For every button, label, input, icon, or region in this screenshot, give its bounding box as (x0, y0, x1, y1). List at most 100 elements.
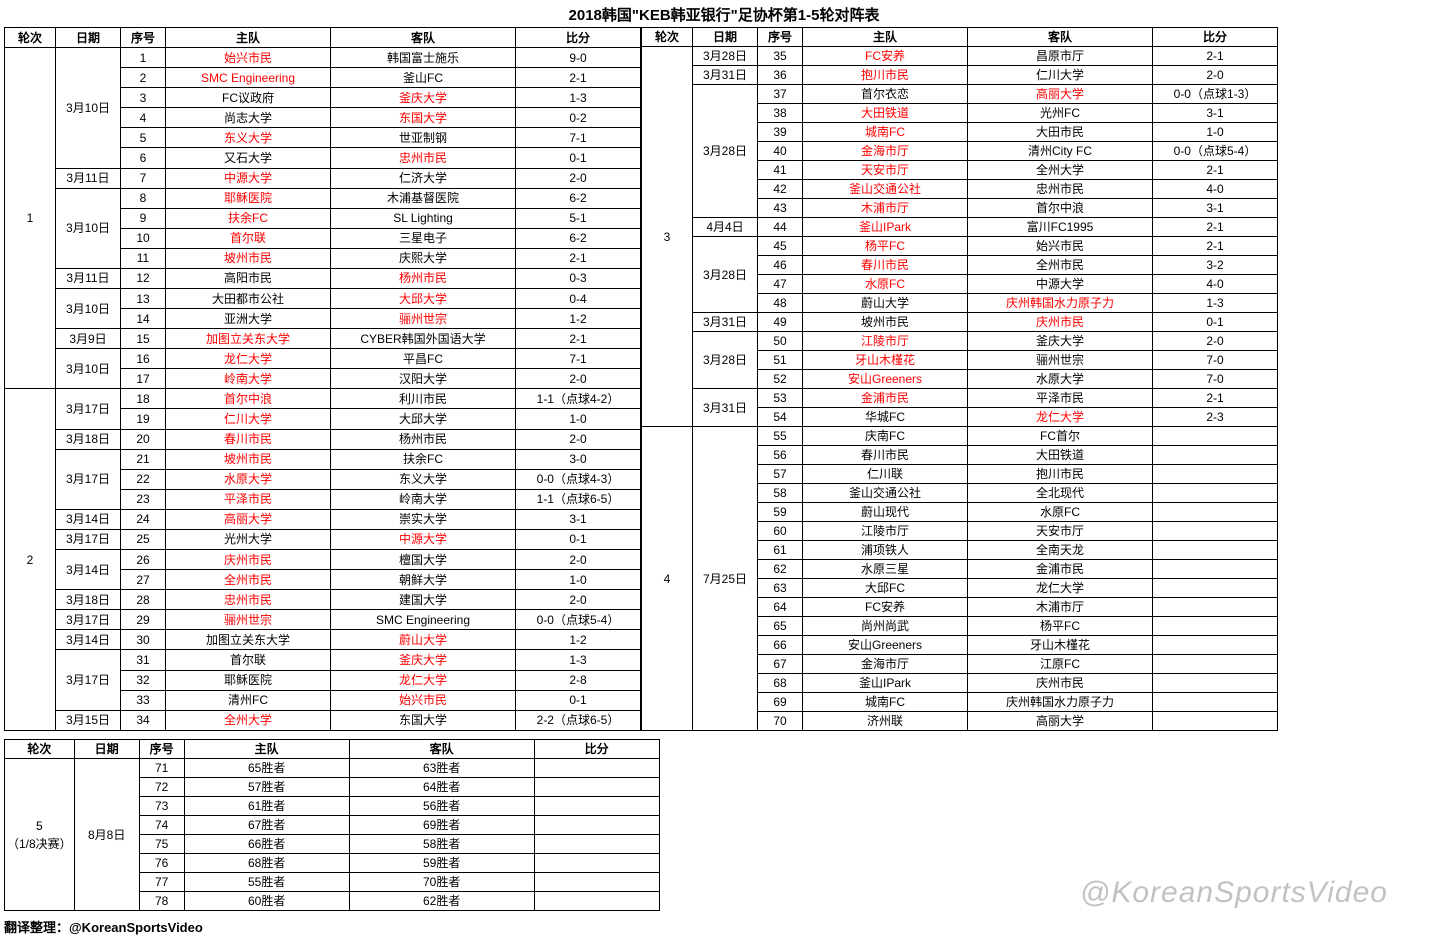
cell-away: 仁川大学 (968, 66, 1153, 85)
cell-date: 3月11日 (56, 168, 121, 188)
th-score: 比分 (516, 28, 641, 48)
cell-home: 67胜者 (184, 816, 349, 835)
cell-away: 龙仁大学 (331, 670, 516, 690)
cell-date: 4月4日 (693, 218, 758, 237)
cell-score (1153, 617, 1278, 636)
cell-score (1153, 541, 1278, 560)
th-away: 客队 (349, 740, 534, 759)
th-round: 轮次 (642, 28, 693, 47)
cell-away: 蔚山大学 (331, 630, 516, 650)
cell-away: 世亚制钢 (331, 128, 516, 148)
cell-away: 牙山木槿花 (968, 636, 1153, 655)
table-row: 3月10日16龙仁大学平昌FC7-1 (5, 349, 641, 369)
cell-score (534, 835, 659, 854)
cell-home: 全州大学 (166, 710, 331, 730)
cell-home: 坡州市民 (166, 449, 331, 469)
cell-home: 全州市民 (166, 570, 331, 590)
cell-num: 65 (758, 617, 803, 636)
table-row: 4月4日44釜山IPark富川FC19952-1 (642, 218, 1278, 237)
cell-score: 2-8 (516, 670, 641, 690)
cell-home: 春川市民 (803, 446, 968, 465)
cell-num: 61 (758, 541, 803, 560)
cell-date: 3月14日 (56, 550, 121, 590)
top-tables: 轮次日期序号主队客队比分13月10日1始兴市民韩国富士施乐9-02SMC Eng… (4, 27, 1440, 731)
cell-away: 59胜者 (349, 854, 534, 873)
cell-home: 高阳市民 (166, 268, 331, 288)
cell-score: 3-1 (1153, 199, 1278, 218)
cell-away: 骊州世宗 (968, 351, 1153, 370)
cell-away: 天安市厅 (968, 522, 1153, 541)
cell-away: 杨州市民 (331, 429, 516, 449)
table-row: 23月17日18首尔中浪利川市民1-1（点球4-2） (5, 389, 641, 409)
th-away: 客队 (331, 28, 516, 48)
cell-score: 1-0 (1153, 123, 1278, 142)
cell-home: 仁川联 (803, 465, 968, 484)
cell-home: 忠州市民 (166, 590, 331, 610)
cell-score (1153, 712, 1278, 731)
cell-score: 7-0 (1153, 351, 1278, 370)
cell-score: 2-0 (516, 590, 641, 610)
th-home: 主队 (166, 28, 331, 48)
cell-home: 城南FC (803, 123, 968, 142)
cell-away: 水原大学 (968, 370, 1153, 389)
cell-num: 59 (758, 503, 803, 522)
cell-num: 69 (758, 693, 803, 712)
cell-num: 32 (121, 670, 166, 690)
cell-num: 18 (121, 389, 166, 409)
cell-away: 庆州市民 (968, 674, 1153, 693)
cell-score: 0-0（点球5-4） (516, 610, 641, 630)
cell-num: 25 (121, 529, 166, 549)
cell-date: 8月8日 (74, 759, 139, 911)
table-row: 3月14日24高丽大学崇实大学3-1 (5, 509, 641, 529)
cell-score: 2-1 (1153, 237, 1278, 256)
cell-score: 2-0 (516, 550, 641, 570)
cell-score (534, 816, 659, 835)
cell-away: 光州FC (968, 104, 1153, 123)
cell-away: 釜山FC (331, 68, 516, 88)
cell-round: 3 (642, 47, 693, 427)
cell-num: 77 (139, 873, 184, 892)
cell-home: 61胜者 (184, 797, 349, 816)
cell-away: 崇实大学 (331, 509, 516, 529)
cell-date: 3月11日 (56, 268, 121, 288)
cell-score (1153, 503, 1278, 522)
th-date: 日期 (693, 28, 758, 47)
cell-score: 1-0 (516, 570, 641, 590)
cell-away: 汉阳大学 (331, 369, 516, 389)
cell-home: 中源大学 (166, 168, 331, 188)
cell-score: 1-2 (516, 630, 641, 650)
table-right: 轮次日期序号主队客队比分33月28日35FC安养昌原市厅2-13月31日36抱川… (641, 27, 1278, 731)
cell-score (1153, 446, 1278, 465)
cell-away: 忠州市民 (331, 148, 516, 168)
cell-home: 蔚山现代 (803, 503, 968, 522)
cell-away: 中源大学 (331, 529, 516, 549)
cell-score (1153, 655, 1278, 674)
cell-num: 55 (758, 427, 803, 446)
cell-score: 4-0 (1153, 275, 1278, 294)
cell-num: 62 (758, 560, 803, 579)
cell-score: 1-1（点球4-2） (516, 389, 641, 409)
th-round: 轮次 (5, 740, 75, 759)
cell-score: 7-0 (1153, 370, 1278, 389)
table-row: 3月28日37首尔衣恋高丽大学0-0（点球1-3） (642, 85, 1278, 104)
cell-score: 2-2（点球6-5） (516, 710, 641, 730)
cell-num: 13 (121, 289, 166, 309)
th-home: 主队 (184, 740, 349, 759)
cell-home: 金浦市民 (803, 389, 968, 408)
cell-away: 水原FC (968, 503, 1153, 522)
cell-away: 骊州世宗 (331, 309, 516, 329)
cell-num: 38 (758, 104, 803, 123)
cell-score: 1-2 (516, 309, 641, 329)
cell-away: 63胜者 (349, 759, 534, 778)
table-row: 3月17日29骊州世宗SMC Engineering0-0（点球5-4） (5, 610, 641, 630)
cell-home: 55胜者 (184, 873, 349, 892)
cell-away: 东国大学 (331, 108, 516, 128)
cell-away: 69胜者 (349, 816, 534, 835)
table-row: 3月18日28忠州市民建国大学2-0 (5, 590, 641, 610)
cell-score: 1-3 (516, 88, 641, 108)
cell-home: 坡州市民 (803, 313, 968, 332)
cell-home: 亚洲大学 (166, 309, 331, 329)
cell-date: 3月10日 (56, 188, 121, 268)
cell-score: 0-1 (516, 690, 641, 710)
cell-num: 4 (121, 108, 166, 128)
